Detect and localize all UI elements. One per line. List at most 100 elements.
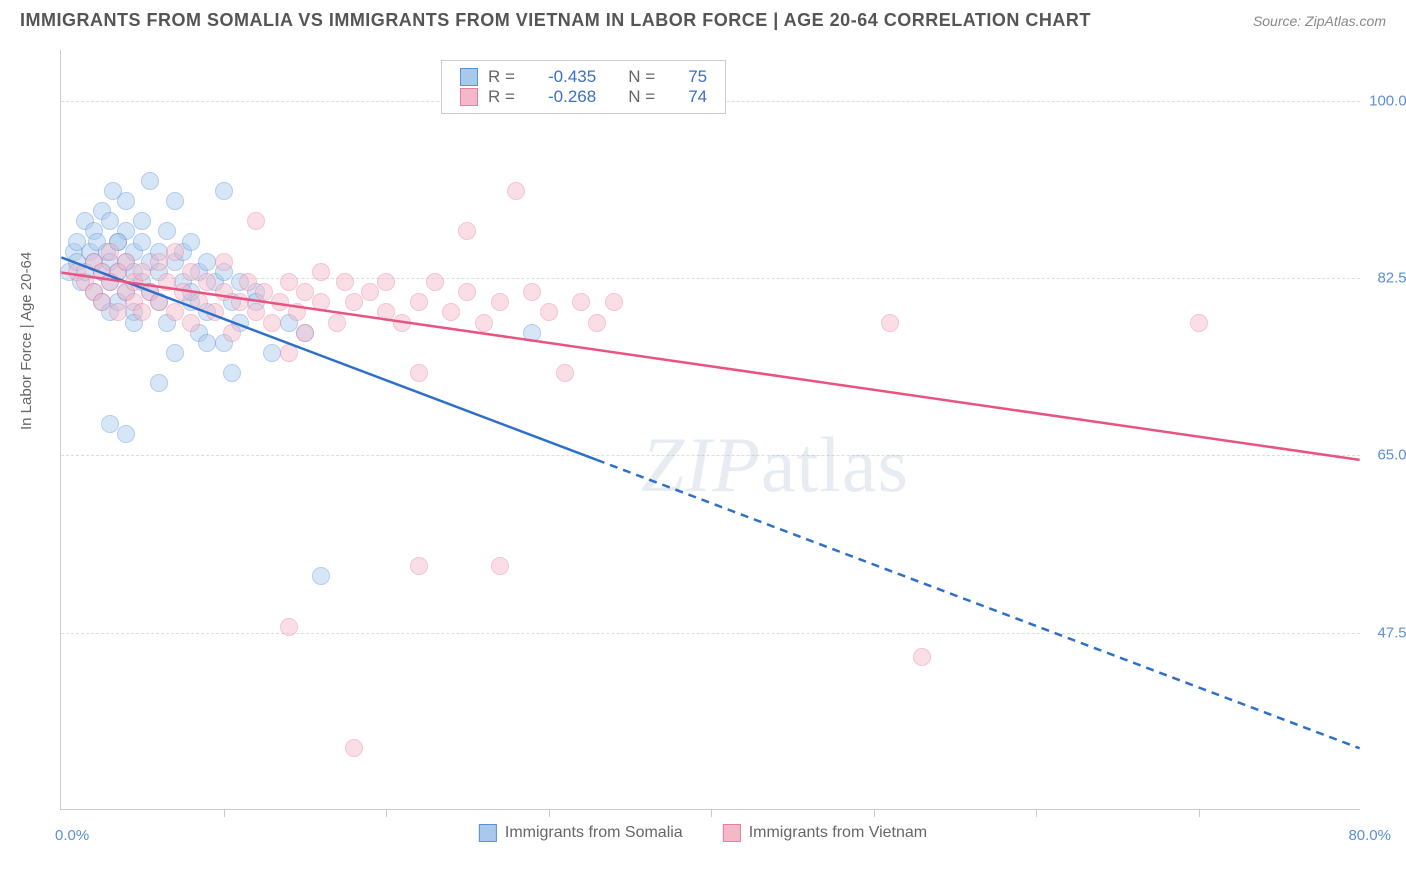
data-point xyxy=(263,314,281,332)
data-point xyxy=(507,182,525,200)
data-point xyxy=(166,344,184,362)
data-point xyxy=(101,212,119,230)
data-point xyxy=(117,192,135,210)
data-point xyxy=(328,314,346,332)
n-value: 75 xyxy=(688,67,707,87)
data-point xyxy=(377,303,395,321)
watermark-zip: ZIP xyxy=(641,421,761,508)
legend-item-vietnam: Immigrants from Vietnam xyxy=(723,824,927,842)
data-point xyxy=(312,293,330,311)
swatch-vietnam-icon xyxy=(723,824,741,842)
chart-title: IMMIGRANTS FROM SOMALIA VS IMMIGRANTS FR… xyxy=(20,10,1091,31)
data-point xyxy=(101,243,119,261)
gridline-horizontal xyxy=(61,455,1360,456)
data-point xyxy=(458,283,476,301)
series-legend: Immigrants from Somalia Immigrants from … xyxy=(479,824,927,842)
data-point xyxy=(296,324,314,342)
data-point xyxy=(458,222,476,240)
data-point xyxy=(540,303,558,321)
data-point xyxy=(280,618,298,636)
data-point xyxy=(523,283,541,301)
x-axis-start-label: 0.0% xyxy=(55,827,89,844)
data-point xyxy=(150,374,168,392)
chart-source: Source: ZipAtlas.com xyxy=(1253,13,1386,29)
data-point xyxy=(133,303,151,321)
swatch-vietnam-icon xyxy=(460,88,478,106)
x-tick xyxy=(874,809,875,817)
data-point xyxy=(345,293,363,311)
data-point xyxy=(312,567,330,585)
x-tick xyxy=(549,809,550,817)
n-value: 74 xyxy=(688,87,707,107)
data-point xyxy=(572,293,590,311)
data-point xyxy=(491,557,509,575)
data-point xyxy=(150,253,168,271)
data-point xyxy=(198,334,216,352)
data-point xyxy=(158,222,176,240)
legend-label: Immigrants from Vietnam xyxy=(749,824,927,842)
r-label: R = xyxy=(488,87,538,107)
data-point xyxy=(190,293,208,311)
data-point xyxy=(182,233,200,251)
correlation-legend: R = -0.435 N = 75 R = -0.268 N = 74 xyxy=(441,60,726,114)
data-point xyxy=(206,303,224,321)
data-point xyxy=(605,293,623,311)
data-point xyxy=(117,425,135,443)
data-point xyxy=(271,293,289,311)
data-point xyxy=(523,324,541,342)
data-point xyxy=(109,303,127,321)
data-point xyxy=(247,303,265,321)
data-point xyxy=(182,263,200,281)
data-point xyxy=(223,364,241,382)
data-point xyxy=(881,314,899,332)
data-point xyxy=(296,283,314,301)
r-value: -0.435 xyxy=(548,67,596,87)
x-tick xyxy=(386,809,387,817)
n-label: N = xyxy=(628,87,678,107)
data-point xyxy=(133,263,151,281)
r-value: -0.268 xyxy=(548,87,596,107)
data-point xyxy=(133,233,151,251)
data-point xyxy=(280,273,298,291)
data-point xyxy=(588,314,606,332)
data-point xyxy=(215,283,233,301)
data-point xyxy=(361,283,379,301)
swatch-somalia-icon xyxy=(479,824,497,842)
data-point xyxy=(215,182,233,200)
data-point xyxy=(312,263,330,281)
data-point xyxy=(198,273,216,291)
swatch-somalia-icon xyxy=(460,68,478,86)
data-point xyxy=(231,293,249,311)
data-point xyxy=(556,364,574,382)
data-point xyxy=(426,273,444,291)
x-tick xyxy=(711,809,712,817)
data-point xyxy=(150,293,168,311)
data-point xyxy=(166,192,184,210)
x-tick xyxy=(1199,809,1200,817)
data-point xyxy=(247,212,265,230)
regression-lines xyxy=(61,50,1360,809)
watermark: ZIPatlas xyxy=(641,420,909,510)
chart-plot-area: R = -0.435 N = 75 R = -0.268 N = 74 ZIPa… xyxy=(60,50,1360,810)
data-point xyxy=(255,283,273,301)
data-point xyxy=(491,293,509,311)
y-tick-label: 65.0% xyxy=(1377,447,1406,464)
data-point xyxy=(182,314,200,332)
data-point xyxy=(158,273,176,291)
y-tick-label: 47.5% xyxy=(1377,624,1406,641)
legend-label: Immigrants from Somalia xyxy=(505,824,683,842)
watermark-atlas: atlas xyxy=(761,421,909,508)
data-point xyxy=(442,303,460,321)
data-point xyxy=(377,273,395,291)
data-point xyxy=(336,273,354,291)
legend-row-vietnam: R = -0.268 N = 74 xyxy=(460,87,707,107)
gridline-horizontal xyxy=(61,633,1360,634)
data-point xyxy=(133,212,151,230)
legend-row-somalia: R = -0.435 N = 75 xyxy=(460,67,707,87)
x-tick xyxy=(224,809,225,817)
data-point xyxy=(475,314,493,332)
data-point xyxy=(410,293,428,311)
data-point xyxy=(239,273,257,291)
data-point xyxy=(93,293,111,311)
y-axis-title: In Labor Force | Age 20-64 xyxy=(18,252,35,430)
